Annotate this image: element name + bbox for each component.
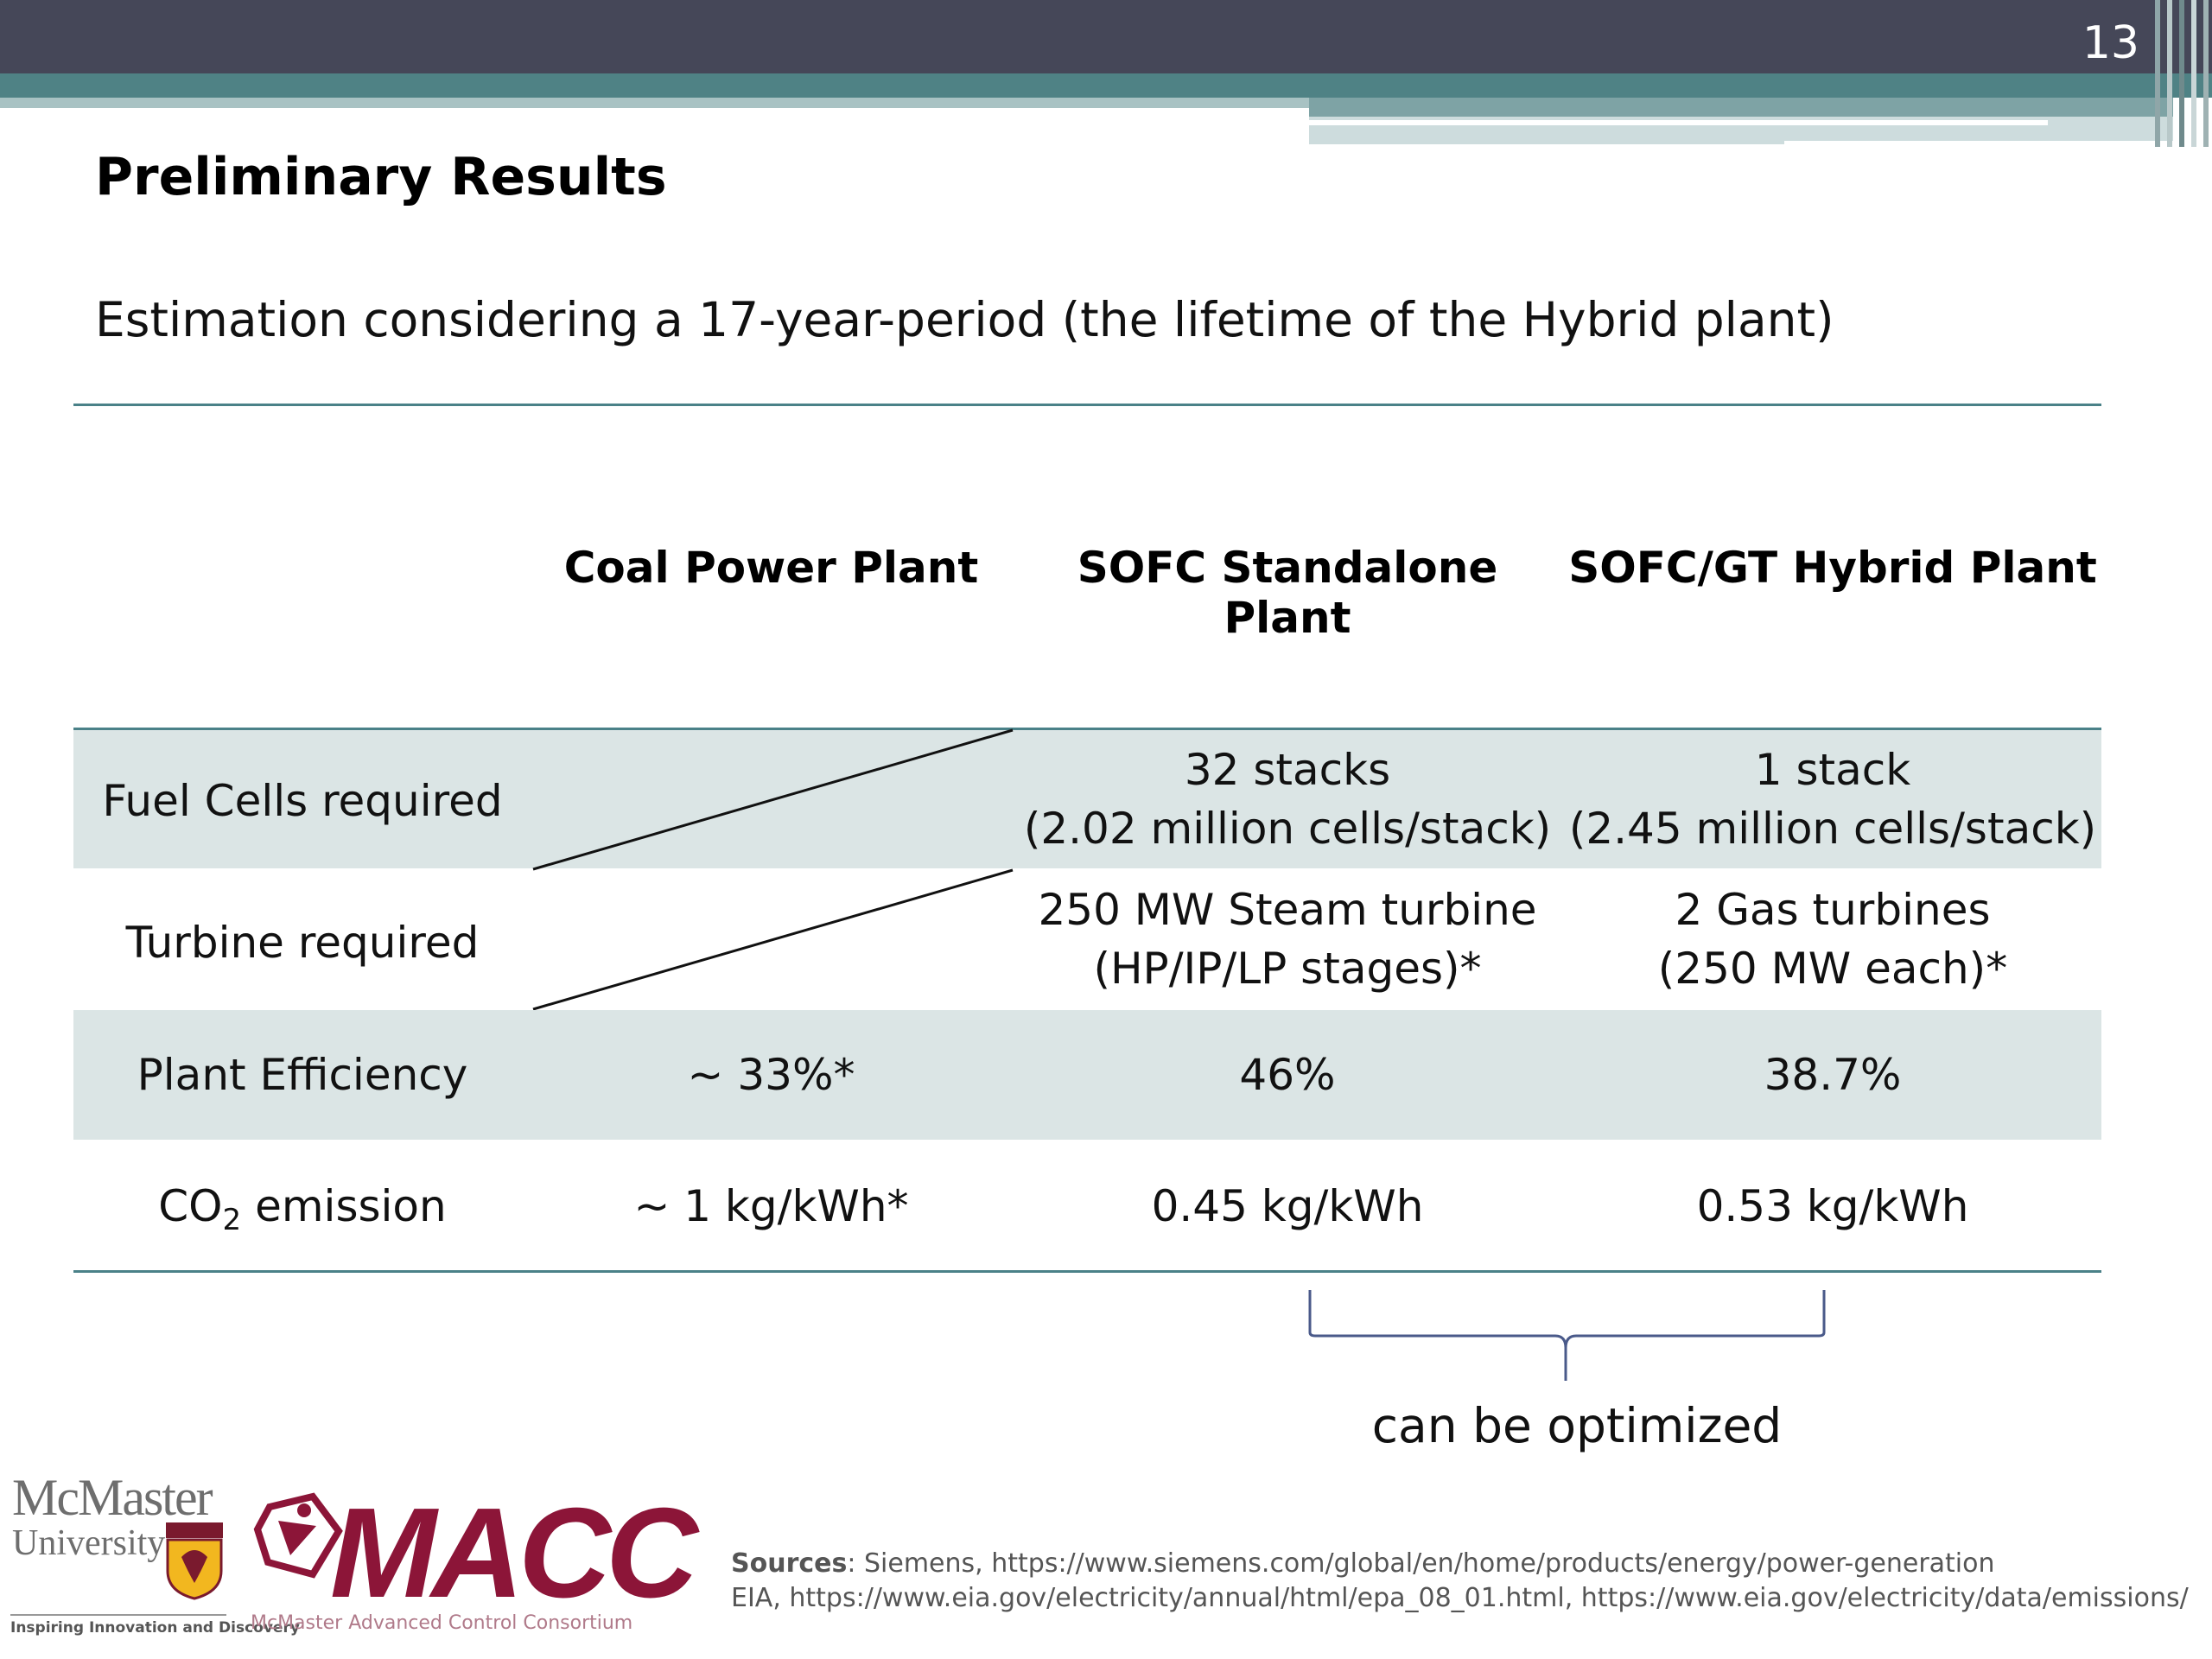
diagonal-fuel-cells xyxy=(532,728,1014,871)
diagonal-turbine xyxy=(532,868,1014,1011)
table-row-efficiency: Plant Efficiency ~ 33%* 46% 38.7% xyxy=(73,1010,2101,1140)
macc-logo-subtitle: McMaster Advanced Control Consortium xyxy=(251,1612,633,1634)
cell-line: (HP/IP/LP stages)* xyxy=(1093,944,1482,994)
column-header-sofc: SOFC Standalone Plant xyxy=(1077,543,1498,643)
cell-line: 32 stacks xyxy=(1184,745,1391,795)
co2-label-prefix: CO xyxy=(158,1181,223,1231)
header-bar-accent xyxy=(1309,98,2173,117)
mcmaster-logo-name: McMaster xyxy=(12,1469,213,1526)
edge-strip xyxy=(2167,0,2172,147)
edge-strip xyxy=(2203,0,2209,147)
sources-footnote: Sources: Siemens, https://www.siemens.co… xyxy=(731,1547,2189,1616)
cell-line: 2 Gas turbines xyxy=(1675,885,1991,935)
optimize-bracket xyxy=(1308,1290,1826,1381)
cell-hybrid-turbine: 2 Gas turbines (250 MW each)* xyxy=(1564,880,2101,998)
sources-line-2: EIA, https://www.eia.gov/electricity/ann… xyxy=(731,1583,2189,1613)
sources-label: Sources xyxy=(731,1548,848,1579)
mcmaster-crest-icon xyxy=(166,1522,223,1600)
cell-hybrid-co2: 0.53 kg/kWh xyxy=(1696,1181,1969,1231)
table-top-rule xyxy=(73,728,2101,730)
cell-line: 1 stack xyxy=(1754,745,1911,795)
header-bar-dark xyxy=(0,0,2212,73)
sources-text-1: : Siemens, https://www.siemens.com/globa… xyxy=(847,1548,1995,1579)
mcmaster-tagline: Inspiring Innovation and Discovery xyxy=(10,1614,300,1637)
optimize-note: can be optimized xyxy=(1371,1398,1783,1453)
cell-hybrid-efficiency: 38.7% xyxy=(1764,1050,1902,1100)
column-header-hybrid: SOFC/GT Hybrid Plant xyxy=(1568,543,2097,593)
row-label-co2: CO2 emission xyxy=(73,1177,531,1249)
macc-logo-icon xyxy=(253,1492,343,1579)
header-accent-line xyxy=(1309,120,2048,125)
header-bar-teal xyxy=(0,73,2212,98)
slide-title: Preliminary Results xyxy=(95,147,667,207)
cell-coal-efficiency: ~ 33%* xyxy=(687,1050,855,1100)
macc-logo-text: MACC xyxy=(330,1482,698,1624)
cell-sofc-efficiency: 46% xyxy=(1239,1050,1336,1100)
row-label-fuel-cells: Fuel Cells required xyxy=(102,776,503,826)
co2-label-subscript: 2 xyxy=(222,1203,242,1237)
cell-line: (2.45 million cells/stack) xyxy=(1568,804,2097,854)
cell-line: (250 MW each)* xyxy=(1657,944,2008,994)
table-row-turbine: Turbine required 250 MW Steam turbine (H… xyxy=(73,868,2101,1010)
cell-coal-co2: ~ 1 kg/kWh* xyxy=(633,1181,909,1231)
cell-hybrid-fuel-cells: 1 stack (2.45 million cells/stack) xyxy=(1564,741,2101,858)
edge-strip xyxy=(2179,0,2184,147)
mcmaster-logo-university: University xyxy=(12,1523,166,1563)
edge-strip xyxy=(2155,0,2160,147)
edge-strip xyxy=(2191,0,2196,147)
table-row-co2: CO2 emission ~ 1 kg/kWh* 0.45 kg/kWh 0.5… xyxy=(73,1140,2101,1271)
row-label-turbine: Turbine required xyxy=(125,918,480,968)
cell-sofc-co2: 0.45 kg/kWh xyxy=(1151,1181,1424,1231)
column-header-coal: Coal Power Plant xyxy=(563,543,979,593)
top-rule xyxy=(73,404,2101,406)
co2-label-suffix: emission xyxy=(241,1181,447,1231)
cell-sofc-fuel-cells: 32 stacks (2.02 million cells/stack) xyxy=(1011,741,1564,858)
cell-line: 250 MW Steam turbine xyxy=(1038,885,1537,935)
sources-line-1: Sources: Siemens, https://www.siemens.co… xyxy=(731,1547,2189,1581)
row-label-efficiency: Plant Efficiency xyxy=(137,1050,468,1100)
header-bar-light xyxy=(0,98,1309,108)
slide-subtitle: Estimation considering a 17-year-period … xyxy=(95,292,1834,347)
table-row-fuel-cells: Fuel Cells required 32 stacks (2.02 mill… xyxy=(73,730,2101,868)
page-number: 13 xyxy=(2082,17,2139,69)
cell-sofc-turbine: 250 MW Steam turbine (HP/IP/LP stages)* xyxy=(1011,880,1564,998)
cell-line: (2.02 million cells/stack) xyxy=(1023,804,1552,854)
table-bottom-rule xyxy=(73,1270,2101,1273)
header-accent-line-short xyxy=(1784,141,2173,144)
